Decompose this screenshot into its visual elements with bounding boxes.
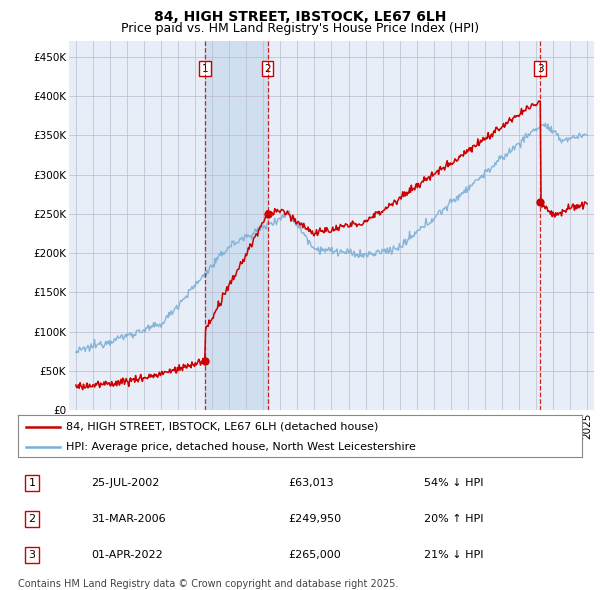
- Text: 25-JUL-2002: 25-JUL-2002: [91, 478, 160, 489]
- Text: £265,000: £265,000: [289, 550, 341, 560]
- Text: 84, HIGH STREET, IBSTOCK, LE67 6LH (detached house): 84, HIGH STREET, IBSTOCK, LE67 6LH (deta…: [66, 422, 379, 432]
- Text: 01-APR-2022: 01-APR-2022: [91, 550, 163, 560]
- Text: 31-MAR-2006: 31-MAR-2006: [91, 514, 166, 524]
- Text: 54% ↓ HPI: 54% ↓ HPI: [424, 478, 484, 489]
- Text: HPI: Average price, detached house, North West Leicestershire: HPI: Average price, detached house, Nort…: [66, 442, 416, 451]
- Text: £249,950: £249,950: [289, 514, 342, 524]
- Text: 2: 2: [29, 514, 35, 524]
- Text: 84, HIGH STREET, IBSTOCK, LE67 6LH: 84, HIGH STREET, IBSTOCK, LE67 6LH: [154, 10, 446, 24]
- Text: 21% ↓ HPI: 21% ↓ HPI: [424, 550, 484, 560]
- Text: Contains HM Land Registry data © Crown copyright and database right 2025.
This d: Contains HM Land Registry data © Crown c…: [18, 579, 398, 590]
- Text: Price paid vs. HM Land Registry's House Price Index (HPI): Price paid vs. HM Land Registry's House …: [121, 22, 479, 35]
- Text: £63,013: £63,013: [289, 478, 334, 489]
- Text: 1: 1: [29, 478, 35, 489]
- Text: 3: 3: [29, 550, 35, 560]
- Text: 20% ↑ HPI: 20% ↑ HPI: [424, 514, 484, 524]
- Bar: [205, 41, 268, 410]
- Text: 2: 2: [264, 64, 271, 74]
- Text: 3: 3: [537, 64, 544, 74]
- Text: 1: 1: [202, 64, 208, 74]
